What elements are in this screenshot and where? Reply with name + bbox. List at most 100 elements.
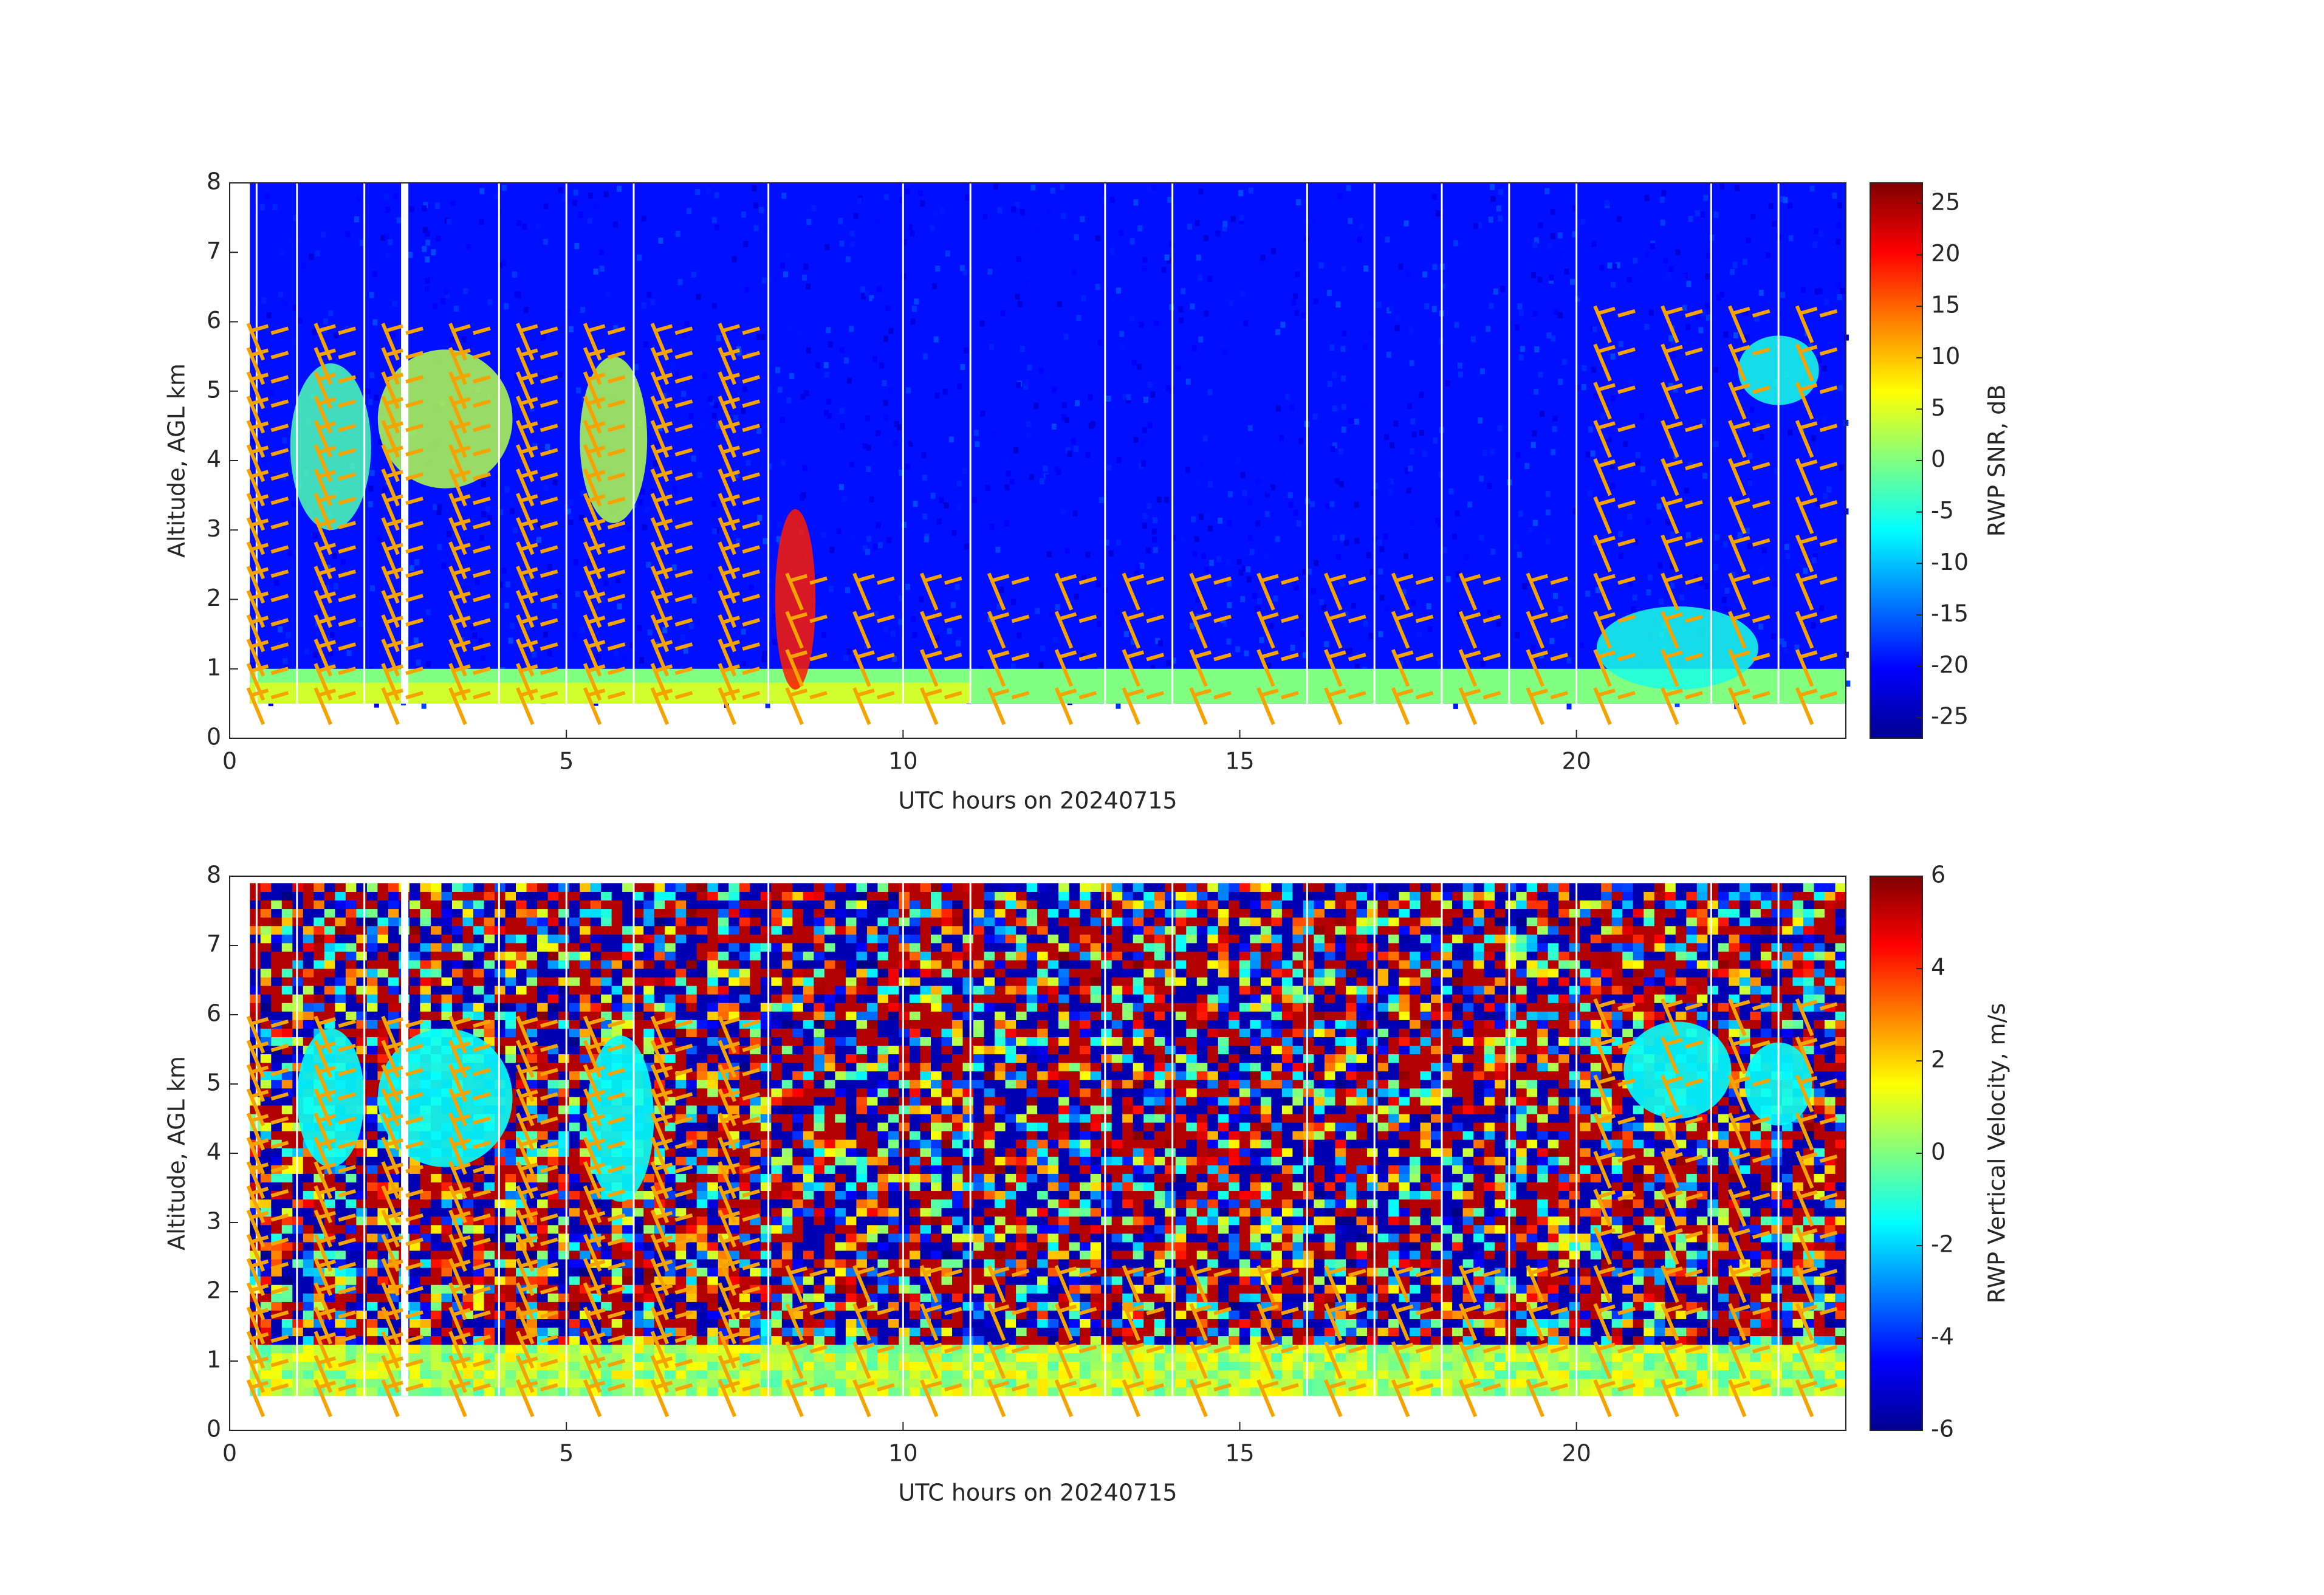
texture bbox=[271, 1199, 283, 1209]
texture bbox=[792, 891, 804, 901]
texture bbox=[580, 307, 586, 314]
texture bbox=[803, 969, 814, 978]
texture bbox=[547, 1079, 559, 1089]
wind-barb bbox=[987, 611, 1030, 649]
texture bbox=[409, 951, 420, 961]
texture bbox=[473, 1353, 485, 1362]
texture bbox=[728, 942, 740, 952]
texture bbox=[643, 1028, 655, 1037]
texture bbox=[861, 293, 866, 300]
texture bbox=[611, 969, 623, 978]
texture bbox=[781, 1079, 793, 1089]
wind-barb bbox=[1661, 611, 1703, 649]
texture bbox=[516, 986, 527, 995]
texture bbox=[356, 1259, 368, 1268]
texture bbox=[1341, 426, 1346, 433]
texture bbox=[665, 1028, 676, 1037]
texture bbox=[1632, 594, 1637, 601]
texture bbox=[505, 1233, 516, 1243]
wind-barb bbox=[1593, 382, 1636, 420]
texture bbox=[622, 1370, 634, 1379]
texture bbox=[1388, 489, 1393, 495]
texture bbox=[505, 1003, 516, 1012]
texture bbox=[956, 637, 962, 643]
texture bbox=[739, 917, 750, 927]
texture bbox=[413, 637, 419, 644]
texture bbox=[792, 1020, 804, 1029]
texture bbox=[409, 891, 420, 901]
texture bbox=[1686, 281, 1692, 287]
texture bbox=[505, 1020, 516, 1029]
texture bbox=[502, 568, 507, 574]
texture bbox=[1327, 380, 1332, 387]
texture bbox=[281, 1250, 293, 1260]
texture bbox=[303, 925, 314, 935]
texture bbox=[951, 529, 957, 536]
texture bbox=[840, 423, 845, 430]
texture bbox=[622, 654, 627, 661]
texture bbox=[505, 1336, 516, 1345]
texture bbox=[425, 230, 430, 237]
texture bbox=[665, 908, 676, 918]
texture bbox=[814, 1285, 825, 1294]
texture bbox=[356, 1267, 368, 1277]
texture bbox=[303, 1267, 314, 1277]
texture bbox=[569, 1233, 580, 1243]
texture bbox=[1479, 368, 1485, 375]
texture bbox=[281, 969, 293, 978]
texture bbox=[898, 619, 903, 625]
texture bbox=[675, 1148, 687, 1157]
texture bbox=[374, 701, 379, 708]
heatmap bbox=[246, 876, 1846, 1418]
wind-barb bbox=[1391, 687, 1434, 725]
texture bbox=[1530, 442, 1536, 448]
texture bbox=[707, 1062, 719, 1072]
texture bbox=[537, 986, 549, 995]
texture bbox=[387, 512, 392, 519]
texture bbox=[803, 925, 814, 935]
texture bbox=[366, 969, 378, 978]
texture bbox=[366, 1173, 378, 1182]
texture bbox=[1266, 487, 1272, 493]
wind-barb bbox=[1189, 687, 1232, 725]
texture bbox=[780, 416, 785, 423]
texture bbox=[356, 1327, 368, 1337]
texture bbox=[836, 527, 842, 534]
texture bbox=[781, 1148, 793, 1157]
texture bbox=[473, 1276, 485, 1285]
texture bbox=[1135, 564, 1140, 571]
texture bbox=[930, 492, 936, 499]
texture bbox=[1783, 648, 1788, 654]
texture bbox=[696, 959, 708, 969]
texture bbox=[1497, 425, 1503, 431]
texture bbox=[324, 1344, 335, 1354]
texture bbox=[580, 1302, 591, 1311]
y-tick-label: 7 bbox=[207, 238, 221, 264]
texture bbox=[1545, 538, 1551, 545]
texture bbox=[691, 597, 697, 604]
texture bbox=[281, 925, 293, 935]
texture bbox=[510, 508, 515, 515]
texture bbox=[899, 197, 905, 204]
texture bbox=[711, 217, 717, 224]
texture bbox=[1695, 314, 1701, 320]
texture bbox=[441, 1276, 453, 1285]
texture bbox=[377, 951, 389, 961]
texture bbox=[1489, 448, 1495, 455]
texture bbox=[484, 1276, 495, 1285]
texture bbox=[547, 925, 559, 935]
texture bbox=[1719, 291, 1724, 298]
wind-barb bbox=[1054, 611, 1097, 649]
texture bbox=[366, 1310, 378, 1319]
wind-barb bbox=[852, 649, 895, 687]
texture bbox=[696, 1233, 708, 1243]
y-tick-label: 6 bbox=[207, 307, 221, 334]
texture bbox=[537, 934, 549, 944]
texture bbox=[505, 1131, 516, 1140]
texture bbox=[505, 1165, 516, 1174]
texture bbox=[558, 1045, 570, 1055]
texture bbox=[1153, 547, 1158, 554]
texture bbox=[811, 205, 817, 211]
texture bbox=[637, 255, 642, 261]
texture bbox=[558, 1224, 570, 1234]
